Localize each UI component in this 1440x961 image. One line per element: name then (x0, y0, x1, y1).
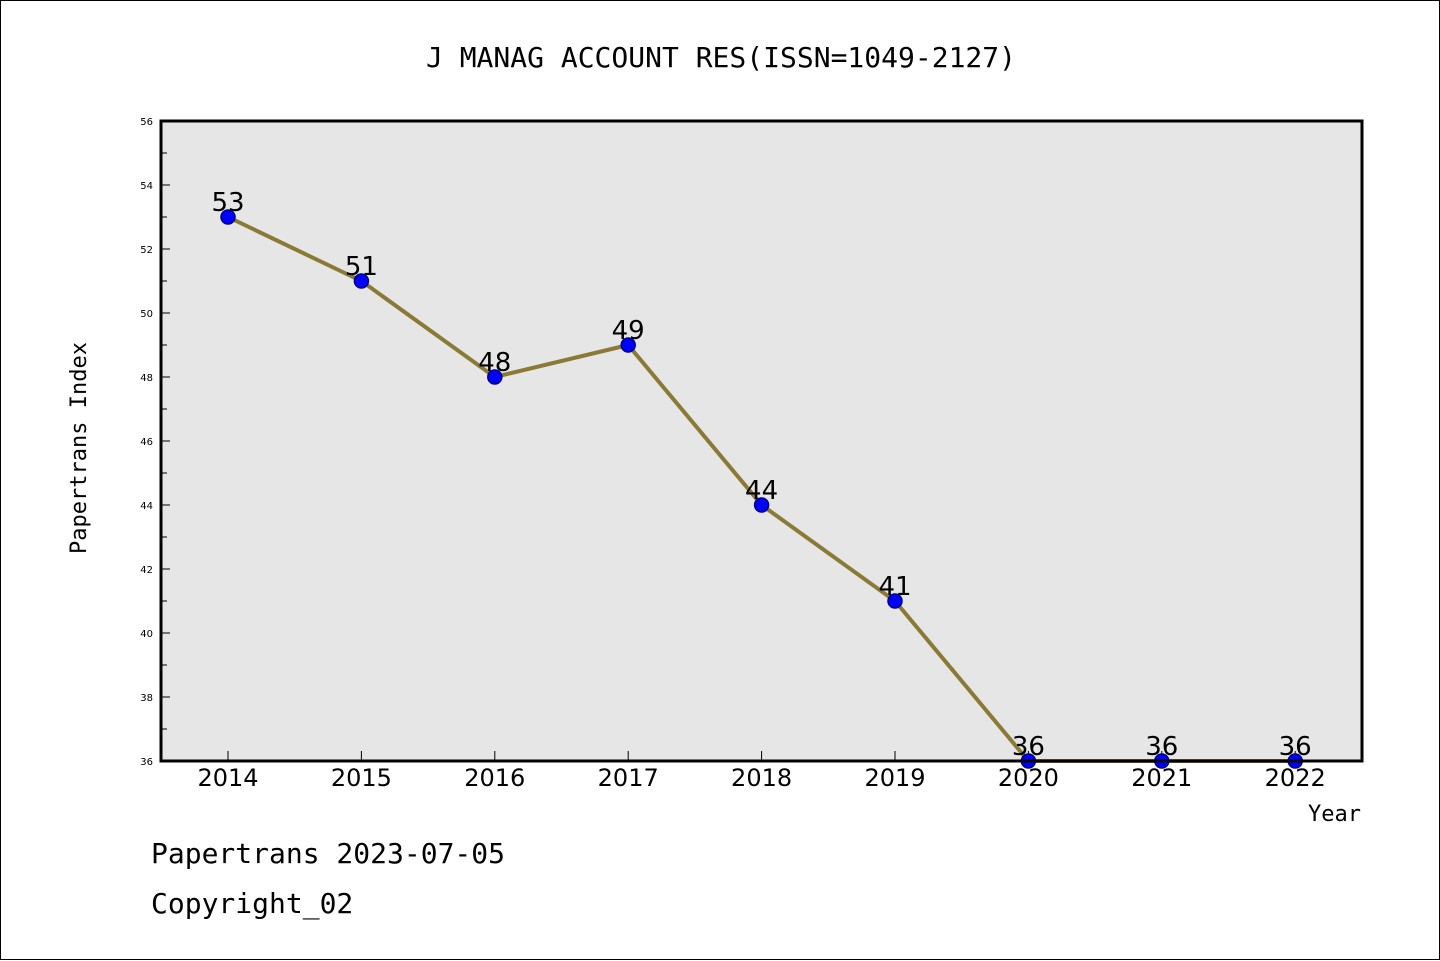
data-point (487, 369, 503, 385)
y-tick-label: 54 (140, 181, 153, 192)
data-point (887, 593, 903, 609)
x-tick-label: 2017 (598, 764, 659, 792)
x-tick-label: 2015 (331, 764, 392, 792)
x-axis-title: Year (1308, 802, 1361, 827)
x-axis-ticks: 2014 2015 2016 2017 2018 2019 2020 2021 2022 (197, 751, 1326, 792)
y-tick-label: 40 (140, 629, 153, 640)
data-label: 36 (1145, 732, 1178, 762)
x-tick-label: 2014 (197, 764, 258, 792)
data-point (753, 497, 770, 513)
plot-border (159, 119, 1364, 763)
y-tick-label: 44 (140, 501, 153, 512)
y-tick-label: 56 (140, 117, 153, 128)
chart-title: J MANAG ACCOUNT RES(ISSN=1049-2127) (426, 41, 1016, 74)
data-point (220, 209, 236, 225)
x-tick-label: 2018 (731, 764, 792, 792)
y-tick-label: 36 (140, 757, 153, 768)
plot-area (161, 121, 1362, 761)
series-layer: 53 51 48 49 44 41 36 36 36 (211, 188, 1312, 769)
y-tick-label: 52 (140, 245, 153, 256)
y-axis-title: Papertrans Index (67, 342, 92, 554)
data-label: 51 (345, 252, 378, 282)
data-label: 49 (612, 316, 645, 346)
data-label: 44 (745, 476, 778, 506)
y-tick-label: 38 (140, 693, 153, 704)
y-axis-ticks: 36 38 40 42 44 46 48 50 52 54 56 (140, 117, 170, 768)
data-label: 36 (1012, 732, 1045, 762)
data-label: 48 (478, 348, 511, 378)
y-tick-label: 50 (140, 309, 153, 320)
data-label: 36 (1279, 732, 1312, 762)
x-tick-label: 2016 (464, 764, 525, 792)
data-point (620, 337, 636, 353)
data-label: 41 (878, 572, 911, 602)
y-tick-label: 46 (140, 437, 153, 448)
data-point (353, 273, 370, 289)
footer-date: Papertrans 2023-07-05 (151, 837, 506, 870)
x-tick-label: 2019 (864, 764, 925, 792)
data-label: 53 (211, 188, 244, 218)
y-tick-label: 48 (140, 373, 153, 384)
y-tick-label: 42 (140, 565, 153, 576)
footer-copyright: Copyright_02 (151, 887, 354, 920)
